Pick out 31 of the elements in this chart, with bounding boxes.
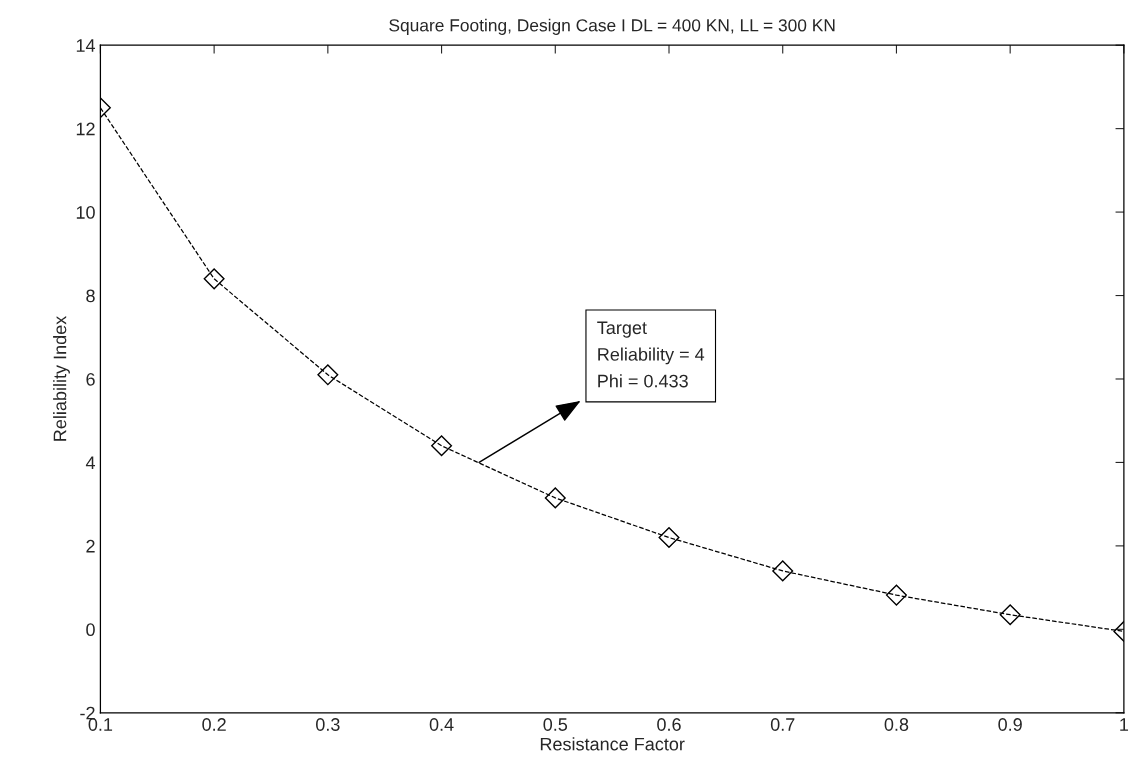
x-axis-title: Resistance Factor [540,737,685,751]
point [203,268,225,290]
chart-title: Square Footing, Design Case I DL = 400 KN, LL = 300 KN [389,18,835,35]
point [885,584,907,606]
point [431,435,453,457]
y-tick-label: 12 [76,122,95,136]
point [317,364,339,386]
x-tick-label: 0.4 [429,718,454,731]
x-tick-label: 0.6 [657,718,681,731]
x-tick-label: 0.5 [543,718,568,731]
y-tick-label: 0 [86,623,95,637]
x-tick-label: 0.8 [884,718,909,731]
point [999,604,1021,626]
x-tick-label: 0.9 [998,718,1022,731]
annotation: Target Reliability = 4 Phi = 0.433 [597,321,705,388]
y-tick-label: 8 [86,289,95,303]
y-tick-label: 2 [86,539,95,553]
x-tick-label: 1 [1120,718,1129,731]
y-tick-label: 14 [76,39,96,52]
x-tick-label: 0.3 [316,718,340,731]
x-tick-label: 0.1 [88,718,113,731]
y-axis-title: Reliability Index [53,315,70,441]
x-tick-label: 0.7 [770,718,795,731]
y-tick-label: 6 [86,372,95,386]
point [544,487,566,509]
point [772,560,794,582]
point [658,527,680,549]
y-tick-label: 4 [85,456,96,469]
y-tick-label: -2 [80,706,95,720]
y-tick-label: 10 [76,206,95,219]
x-tick-label: 0.2 [202,718,226,731]
